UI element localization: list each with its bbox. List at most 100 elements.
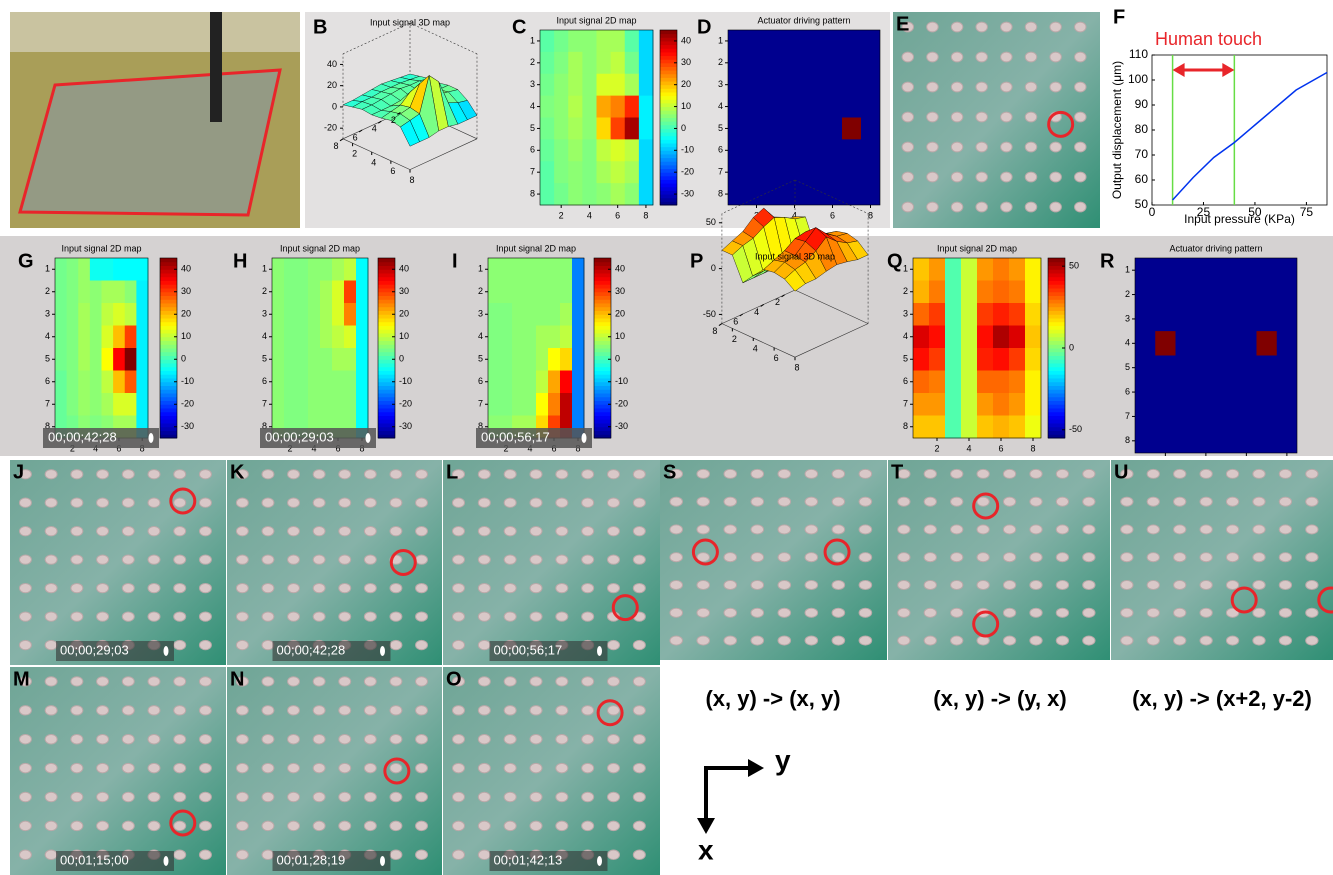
actuator-dot <box>530 792 542 801</box>
actuator-dot <box>751 580 764 589</box>
y-tick-label: 1 <box>1125 265 1130 275</box>
actuator-dot <box>633 706 645 715</box>
actuator-dot <box>1226 497 1238 506</box>
heat-cell <box>611 96 626 118</box>
actuator-dot <box>607 734 619 743</box>
actuator-dot <box>236 583 248 592</box>
y-tick-label: 6 <box>733 316 738 326</box>
heat-cell <box>136 393 148 416</box>
heat-cell <box>136 348 148 371</box>
colorbar-step <box>378 322 395 326</box>
actuator-dot <box>19 763 31 772</box>
colorbar-step <box>378 359 395 363</box>
heat-cell <box>1025 393 1041 416</box>
heat-cell <box>90 371 102 394</box>
actuator-dot <box>199 763 211 772</box>
heat-cell <box>344 303 356 326</box>
colorbar-step <box>594 404 611 408</box>
heat-cell <box>284 371 296 394</box>
actuator-dot <box>390 792 402 801</box>
heat-cell <box>639 161 654 183</box>
actuator-dot <box>504 792 516 801</box>
actuator-dot <box>607 555 619 564</box>
heat-cell <box>961 303 977 326</box>
actuator-dot <box>832 608 845 617</box>
y-tick-label: 60 <box>1135 172 1149 186</box>
heat-cell <box>1025 281 1041 304</box>
heat-cell <box>568 96 583 118</box>
actuator-dot <box>582 583 594 592</box>
actuator-dot <box>1050 172 1062 182</box>
actuator-dot <box>148 706 160 715</box>
heat-cell <box>284 281 296 304</box>
colorbar-step <box>160 258 177 262</box>
heat-cell <box>1025 348 1041 371</box>
heat-cell <box>977 281 993 304</box>
x-tick-label: 4 <box>966 443 971 453</box>
heat-cell <box>296 393 308 416</box>
actuator-dot <box>778 497 791 506</box>
heat-cell <box>1025 416 1041 439</box>
actuator-dot <box>364 527 376 536</box>
actuator-dot <box>832 497 845 506</box>
heat-cell <box>500 348 512 371</box>
actuator-dot <box>859 608 872 617</box>
heat-cell <box>272 281 284 304</box>
y-tick-label: 5 <box>903 354 908 364</box>
heat-cell <box>320 281 332 304</box>
y-tick-label: 5 <box>262 354 267 364</box>
heat-cell <box>611 139 626 161</box>
y-tick-label: 8 <box>718 188 723 198</box>
heat-cell <box>993 348 1009 371</box>
colorbar-step <box>1048 311 1065 315</box>
colorbar-step <box>160 397 177 401</box>
heat-cell <box>639 183 654 205</box>
actuator-dot <box>390 850 402 859</box>
heat-cell <box>332 393 344 416</box>
colorbar-label: -10 <box>615 376 628 386</box>
actuator-dot <box>805 525 818 534</box>
actuator-dot <box>1306 580 1318 589</box>
y-tick-label: 5 <box>45 354 50 364</box>
axis-label: x <box>698 834 714 865</box>
colorbar-label: 30 <box>399 286 409 296</box>
actuator-dot <box>313 706 325 715</box>
actuator-dot <box>478 850 490 859</box>
actuator-dot <box>724 608 737 617</box>
heat-cell <box>548 303 560 326</box>
colorbar-step <box>660 41 677 45</box>
actuator-dot <box>1050 82 1062 92</box>
actuator-dot <box>751 497 764 506</box>
caption: (x, y) -> (y, x) <box>933 686 1066 711</box>
actuator-dot <box>71 555 83 564</box>
sheet <box>20 70 280 215</box>
heat-cell <box>536 258 548 281</box>
actuator-dot <box>898 553 910 562</box>
actuator-dot <box>1050 202 1062 212</box>
icon <box>164 646 169 656</box>
colorbar-step <box>378 318 395 322</box>
actuator-dot <box>927 112 939 122</box>
actuator-dot <box>1279 525 1291 534</box>
panel-letter: R <box>1100 250 1115 272</box>
heat-cell <box>568 30 583 52</box>
y-tick-label: 1 <box>903 264 908 274</box>
actuator-dot <box>339 792 351 801</box>
heat-cell <box>554 96 569 118</box>
heat-cell <box>272 393 284 416</box>
colorbar-step <box>160 393 177 397</box>
colorbar-step <box>160 404 177 408</box>
colorbar-label: 10 <box>681 101 691 111</box>
actuator-dot <box>1083 525 1095 534</box>
colorbar-step <box>1048 307 1065 311</box>
y-tick-label: 110 <box>1129 47 1148 61</box>
actuator-dot <box>339 498 351 507</box>
actuator-dot <box>670 553 683 562</box>
heat-cell <box>611 30 626 52</box>
heat-cell <box>55 258 67 281</box>
actuator-dot <box>148 734 160 743</box>
actuator-dot <box>478 763 490 772</box>
actuator-dot <box>1306 608 1318 617</box>
actuator-dot <box>262 470 274 479</box>
colorbar-step <box>1048 258 1065 262</box>
